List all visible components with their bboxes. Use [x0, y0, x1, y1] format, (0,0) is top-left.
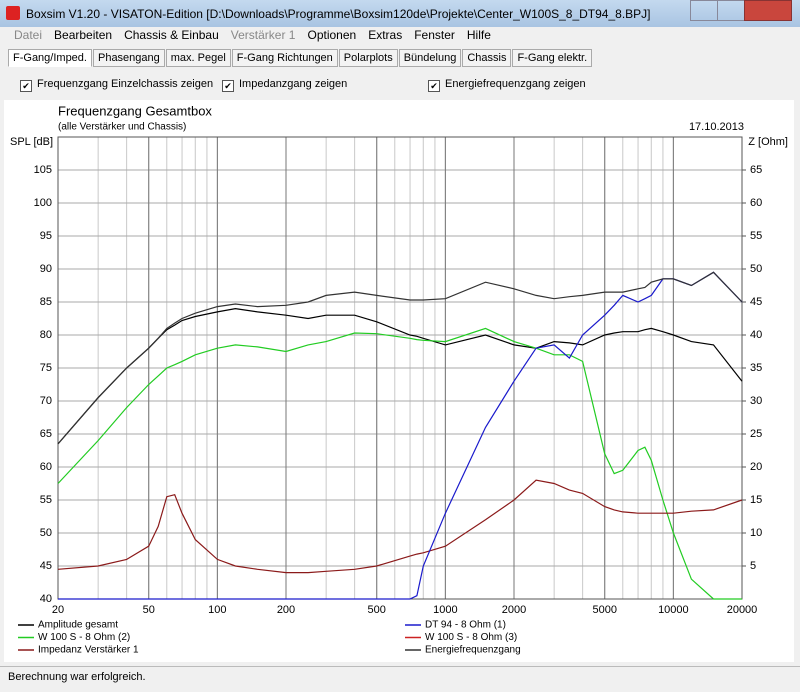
- chart-background: [4, 100, 794, 662]
- y-tick-label: 95: [40, 230, 52, 242]
- window-title: Boxsim V1.20 - VISATON-Edition [D:\Downl…: [26, 7, 651, 21]
- y-tick-label: 45: [40, 560, 52, 572]
- title-bar: Boxsim V1.20 - VISATON-Edition [D:\Downl…: [0, 0, 800, 27]
- series-line: [57, 307, 743, 445]
- y2-tick-label: 65: [750, 164, 762, 176]
- x-tick-label: 100: [208, 604, 226, 616]
- menu-item[interactable]: Verstärker 1: [230, 28, 296, 42]
- checkbox-label[interactable]: Energiefrequenzgang zeigen: [445, 78, 586, 90]
- chart-title: Frequenzgang Gesamtbox: [58, 103, 212, 118]
- y2-axis-label: Z [Ohm]: [748, 136, 788, 148]
- y-tick-label: 40: [40, 593, 52, 605]
- y2-tick-label: 15: [750, 494, 762, 506]
- series-line: [57, 327, 742, 600]
- menu-item[interactable]: Hilfe: [466, 28, 491, 42]
- y-tick-label: 75: [40, 362, 52, 374]
- y2-tick-label: 55: [750, 230, 762, 242]
- y2-tick-label: 35: [750, 362, 762, 374]
- x-tick-label: 5000: [592, 604, 616, 616]
- checkbox[interactable]: ✔ Energiefrequenzgang zeigen: [428, 78, 586, 92]
- checkbox-box[interactable]: ✔: [428, 80, 440, 92]
- y2-tick-label: 60: [750, 197, 762, 209]
- x-tick-label: 500: [368, 604, 386, 616]
- y2-tick-label: 50: [750, 263, 762, 275]
- y-tick-label: 100: [34, 197, 52, 209]
- y2-tick-label: 10: [750, 527, 762, 539]
- series-line: [57, 479, 743, 574]
- menu-bar: Datei Bearbeiten Chassis & Einbau Verstärke…: [0, 28, 491, 46]
- x-tick-label: 200: [277, 604, 295, 616]
- maximize-button[interactable]: [717, 0, 745, 21]
- series-line: [58, 271, 743, 600]
- app-icon: [6, 6, 20, 20]
- checkbox[interactable]: ✔ Frequenzgang Einzelchassis zeigen: [20, 78, 213, 92]
- tab[interactable]: Chassis: [462, 49, 512, 67]
- x-tick-label: 1000: [433, 604, 457, 616]
- menu-item[interactable]: Optionen: [307, 28, 357, 42]
- legend-label: DT 94 - 8 Ohm (1): [425, 620, 506, 631]
- y2-tick-label: 30: [750, 395, 762, 407]
- y-tick-label: 80: [40, 329, 52, 341]
- tab[interactable]: Polarplots: [338, 49, 398, 67]
- minimize-button[interactable]: [690, 0, 718, 21]
- legend-label: W 100 S - 8 Ohm (3): [425, 632, 517, 643]
- y2-tick-label: 40: [750, 329, 762, 341]
- checkbox-label[interactable]: Frequenzgang Einzelchassis zeigen: [37, 78, 214, 90]
- menu-item[interactable]: Datei: [14, 28, 43, 42]
- y2-tick-label: 45: [750, 296, 762, 308]
- x-tick-label: 50: [143, 604, 155, 616]
- checkbox-box[interactable]: ✔: [222, 80, 234, 92]
- tab[interactable]: max. Pegel: [165, 49, 231, 67]
- checkbox-label[interactable]: Impedanzgang zeigen: [239, 78, 348, 90]
- checkbox[interactable]: ✔ Impedanzgang zeigen: [222, 78, 347, 92]
- tab-bar: F-Gang/Imped. Phasengang max. Pegel F-Gang …: [8, 49, 593, 67]
- legend-label: Energiefrequenzgang: [425, 645, 521, 656]
- chart: Frequenzgang Gesamtbox (alle Verstärker …: [4, 100, 794, 662]
- y-tick-label: 60: [40, 461, 52, 473]
- chart-date: 17.10.2013: [689, 121, 744, 133]
- tab[interactable]: F-Gang Richtungen: [231, 49, 338, 67]
- legend-label: W 100 S - 8 Ohm (2): [38, 632, 130, 643]
- chart-subtitle: (alle Verstärker und Chassis): [58, 122, 186, 133]
- menu-item[interactable]: Extras: [368, 28, 403, 42]
- close-button[interactable]: [744, 0, 792, 21]
- y-tick-label: 55: [40, 494, 52, 506]
- menu-item[interactable]: Chassis & Einbau: [124, 28, 219, 42]
- x-tick-label: 2000: [502, 604, 526, 616]
- y-tick-label: 105: [34, 164, 52, 176]
- menu-item[interactable]: Fenster: [414, 28, 455, 42]
- x-tick-label: 10000: [658, 604, 689, 616]
- y-axis-label: SPL [dB]: [10, 136, 53, 148]
- y-tick-label: 85: [40, 296, 52, 308]
- menu-item[interactable]: Bearbeiten: [54, 28, 113, 42]
- y-tick-label: 90: [40, 263, 52, 275]
- y2-tick-label: 20: [750, 461, 762, 473]
- series-line: [57, 271, 743, 445]
- x-tick-label: 20000: [727, 604, 758, 616]
- y-tick-label: 65: [40, 428, 52, 440]
- tab[interactable]: F-Gang/Imped.: [8, 49, 92, 67]
- tab[interactable]: Bündelung: [398, 49, 462, 67]
- y-tick-label: 50: [40, 527, 52, 539]
- y2-tick-label: 5: [750, 560, 756, 572]
- status-text: Berechnung war erfolgreich.: [8, 671, 146, 683]
- tab[interactable]: F-Gang elektr.: [512, 49, 593, 67]
- y-tick-label: 70: [40, 395, 52, 407]
- x-tick-label: 20: [52, 604, 64, 616]
- legend-label: Impedanz Verstärker 1: [38, 645, 139, 656]
- status-bar: Berechnung war erfolgreich.: [0, 666, 800, 692]
- legend-label: Amplitude gesamt: [38, 620, 118, 631]
- tab[interactable]: Phasengang: [92, 49, 165, 67]
- y2-tick-label: 25: [750, 428, 762, 440]
- checkbox-box[interactable]: ✔: [20, 80, 32, 92]
